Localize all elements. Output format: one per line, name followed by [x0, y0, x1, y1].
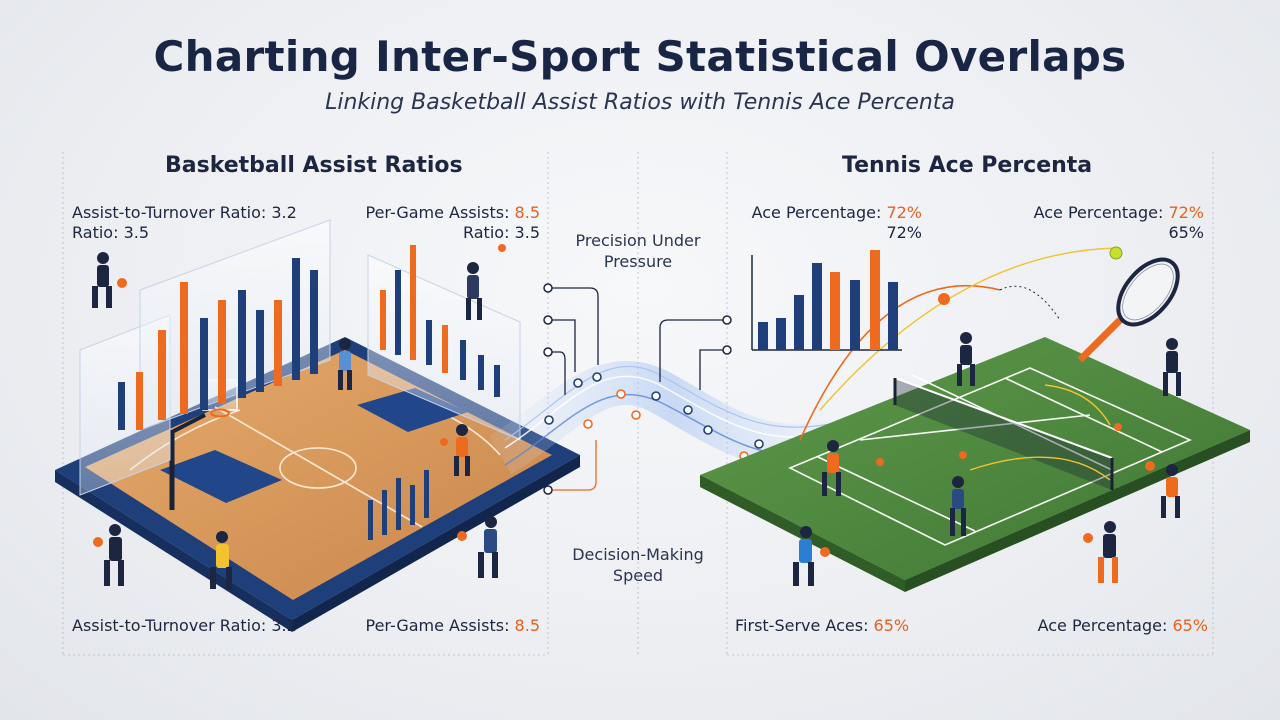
floor-bars: [368, 470, 429, 540]
stat-value: 3.2: [271, 616, 297, 635]
stat-label: First-Serve Aces:: [735, 616, 874, 635]
decision-making-speed-label: Decision-Making Speed: [572, 545, 704, 585]
stat-label: Per-Game Assists:: [365, 203, 515, 222]
tennis-player-icon: [1083, 521, 1118, 583]
basketball-player-icon: [466, 244, 506, 320]
bar: [218, 300, 226, 404]
bar: [426, 320, 432, 365]
tennis-ball-icon: [876, 458, 884, 466]
connector-lines: [543, 283, 732, 495]
paint-area: [357, 388, 468, 432]
bar: [238, 290, 246, 398]
bar: [118, 382, 125, 430]
bar: [870, 250, 880, 350]
bar: [274, 300, 282, 386]
basketball-player-icon: [92, 252, 127, 308]
stat-value: 3.5: [514, 223, 540, 242]
bar: [812, 263, 822, 350]
bar: [180, 282, 188, 414]
bar: [200, 318, 208, 410]
stat-label: Ratio:: [462, 223, 515, 242]
stat-per-game-assists-bottom: Per-Game Assists: 8.5: [340, 616, 541, 636]
bar: [478, 355, 484, 390]
stat-assist-turnover-top: Assist-to-Turnover Ratio: 3.2 Ratio: 3.5: [72, 203, 297, 243]
bar: [292, 258, 300, 380]
bar: [794, 295, 804, 350]
page-title: Charting Inter-Sport Statistical Overlap…: [153, 32, 1127, 81]
tennis-net: [893, 377, 1114, 490]
basketball-player-icon: [210, 531, 232, 589]
tennis-ball-icon: [959, 451, 967, 459]
basketball-court: [55, 219, 580, 632]
tennis-player-icon: [1163, 338, 1181, 396]
page-subtitle: Linking Basketball Assist Ratios with Te…: [325, 90, 955, 115]
basketball-panel-heading: Basketball Assist Ratios: [165, 153, 463, 178]
stat-label: Assist-to-Turnover Ratio:: [72, 616, 272, 635]
stat-label: Ace Percentage:: [1037, 616, 1173, 635]
tennis-racket-icon: [1077, 257, 1180, 363]
tennis-bar-chart: [751, 250, 902, 351]
stat-value: 3.2: [271, 203, 297, 222]
stat-ace-percentage-bottom: Ace Percentage: 65%: [1008, 616, 1208, 636]
stat-value: 72%: [886, 203, 922, 222]
stat-value: 65%: [873, 616, 910, 635]
stat-label: Ace Percentage:: [1033, 203, 1169, 222]
bar: [256, 310, 264, 392]
tennis-ball-icon: [938, 293, 950, 305]
tennis-player-icon: [957, 332, 975, 386]
bar: [776, 318, 786, 350]
bar: [850, 280, 860, 350]
tennis-ball-icon: [1109, 246, 1123, 260]
paint-area: [160, 450, 282, 503]
bar: [158, 330, 166, 420]
stat-value: 3.5: [123, 223, 150, 242]
stat-label: Ace Percentage:: [751, 203, 887, 222]
stat-ace-percentage-top-left: Ace Percentage: 72% 72%: [722, 203, 922, 243]
stat-label: Ratio:: [72, 223, 124, 242]
court-edge: [55, 470, 292, 632]
basketball-player-icon: [457, 516, 498, 578]
bar: [136, 372, 143, 430]
stat-value: 8.5: [514, 203, 540, 222]
basketball-bar-chart-right: [380, 245, 500, 397]
tennis-ball-icon: [1114, 423, 1122, 431]
stat-assist-turnover-bottom: Assist-to-Turnover Ratio: 3.2: [72, 616, 297, 636]
tennis-player-icon: [950, 476, 966, 536]
bar: [395, 270, 401, 355]
stat-ace-percentage-top-right: Ace Percentage: 72% 65%: [1004, 203, 1204, 243]
bar: [830, 272, 840, 350]
basketball-player-icon: [93, 524, 124, 586]
bar: [460, 340, 466, 380]
court-base: [700, 337, 1250, 580]
basketball-player-icon: [338, 338, 352, 390]
bar: [888, 282, 898, 350]
stat-label: Per-Game Assists:: [365, 616, 515, 635]
court-edge: [905, 430, 1250, 592]
ball-trajectory: [819, 247, 1121, 411]
bar: [758, 322, 768, 350]
stat-label: Assist-to-Turnover Ratio:: [72, 203, 272, 222]
precision-under-pressure-label: Precision Under Pressure: [575, 231, 701, 271]
bar: [380, 290, 386, 350]
tennis-player-icon: [822, 440, 841, 496]
stat-value: 65%: [1172, 616, 1208, 635]
bar: [410, 245, 416, 360]
tennis-player-icon: [793, 526, 830, 586]
basketball-bar-chart: [118, 258, 318, 430]
bar: [310, 270, 318, 374]
bar: [442, 325, 448, 373]
court-edge: [292, 455, 580, 632]
stat-value: 72%: [886, 223, 922, 242]
stat-per-game-assists-top: Per-Game Assists: 8.5 Ratio: 3.5: [340, 203, 541, 243]
stat-value: 65%: [1168, 223, 1204, 242]
basketball-player-icon: [440, 424, 470, 476]
court-lines: [788, 367, 1192, 546]
tennis-panel-heading: Tennis Ace Percenta: [842, 153, 1093, 178]
stat-value: 72%: [1168, 203, 1204, 222]
bar: [494, 365, 500, 397]
stat-value: 8.5: [514, 616, 540, 635]
stat-first-serve-aces: First-Serve Aces: 65%: [735, 616, 909, 636]
tennis-player-icon: [1145, 461, 1180, 518]
